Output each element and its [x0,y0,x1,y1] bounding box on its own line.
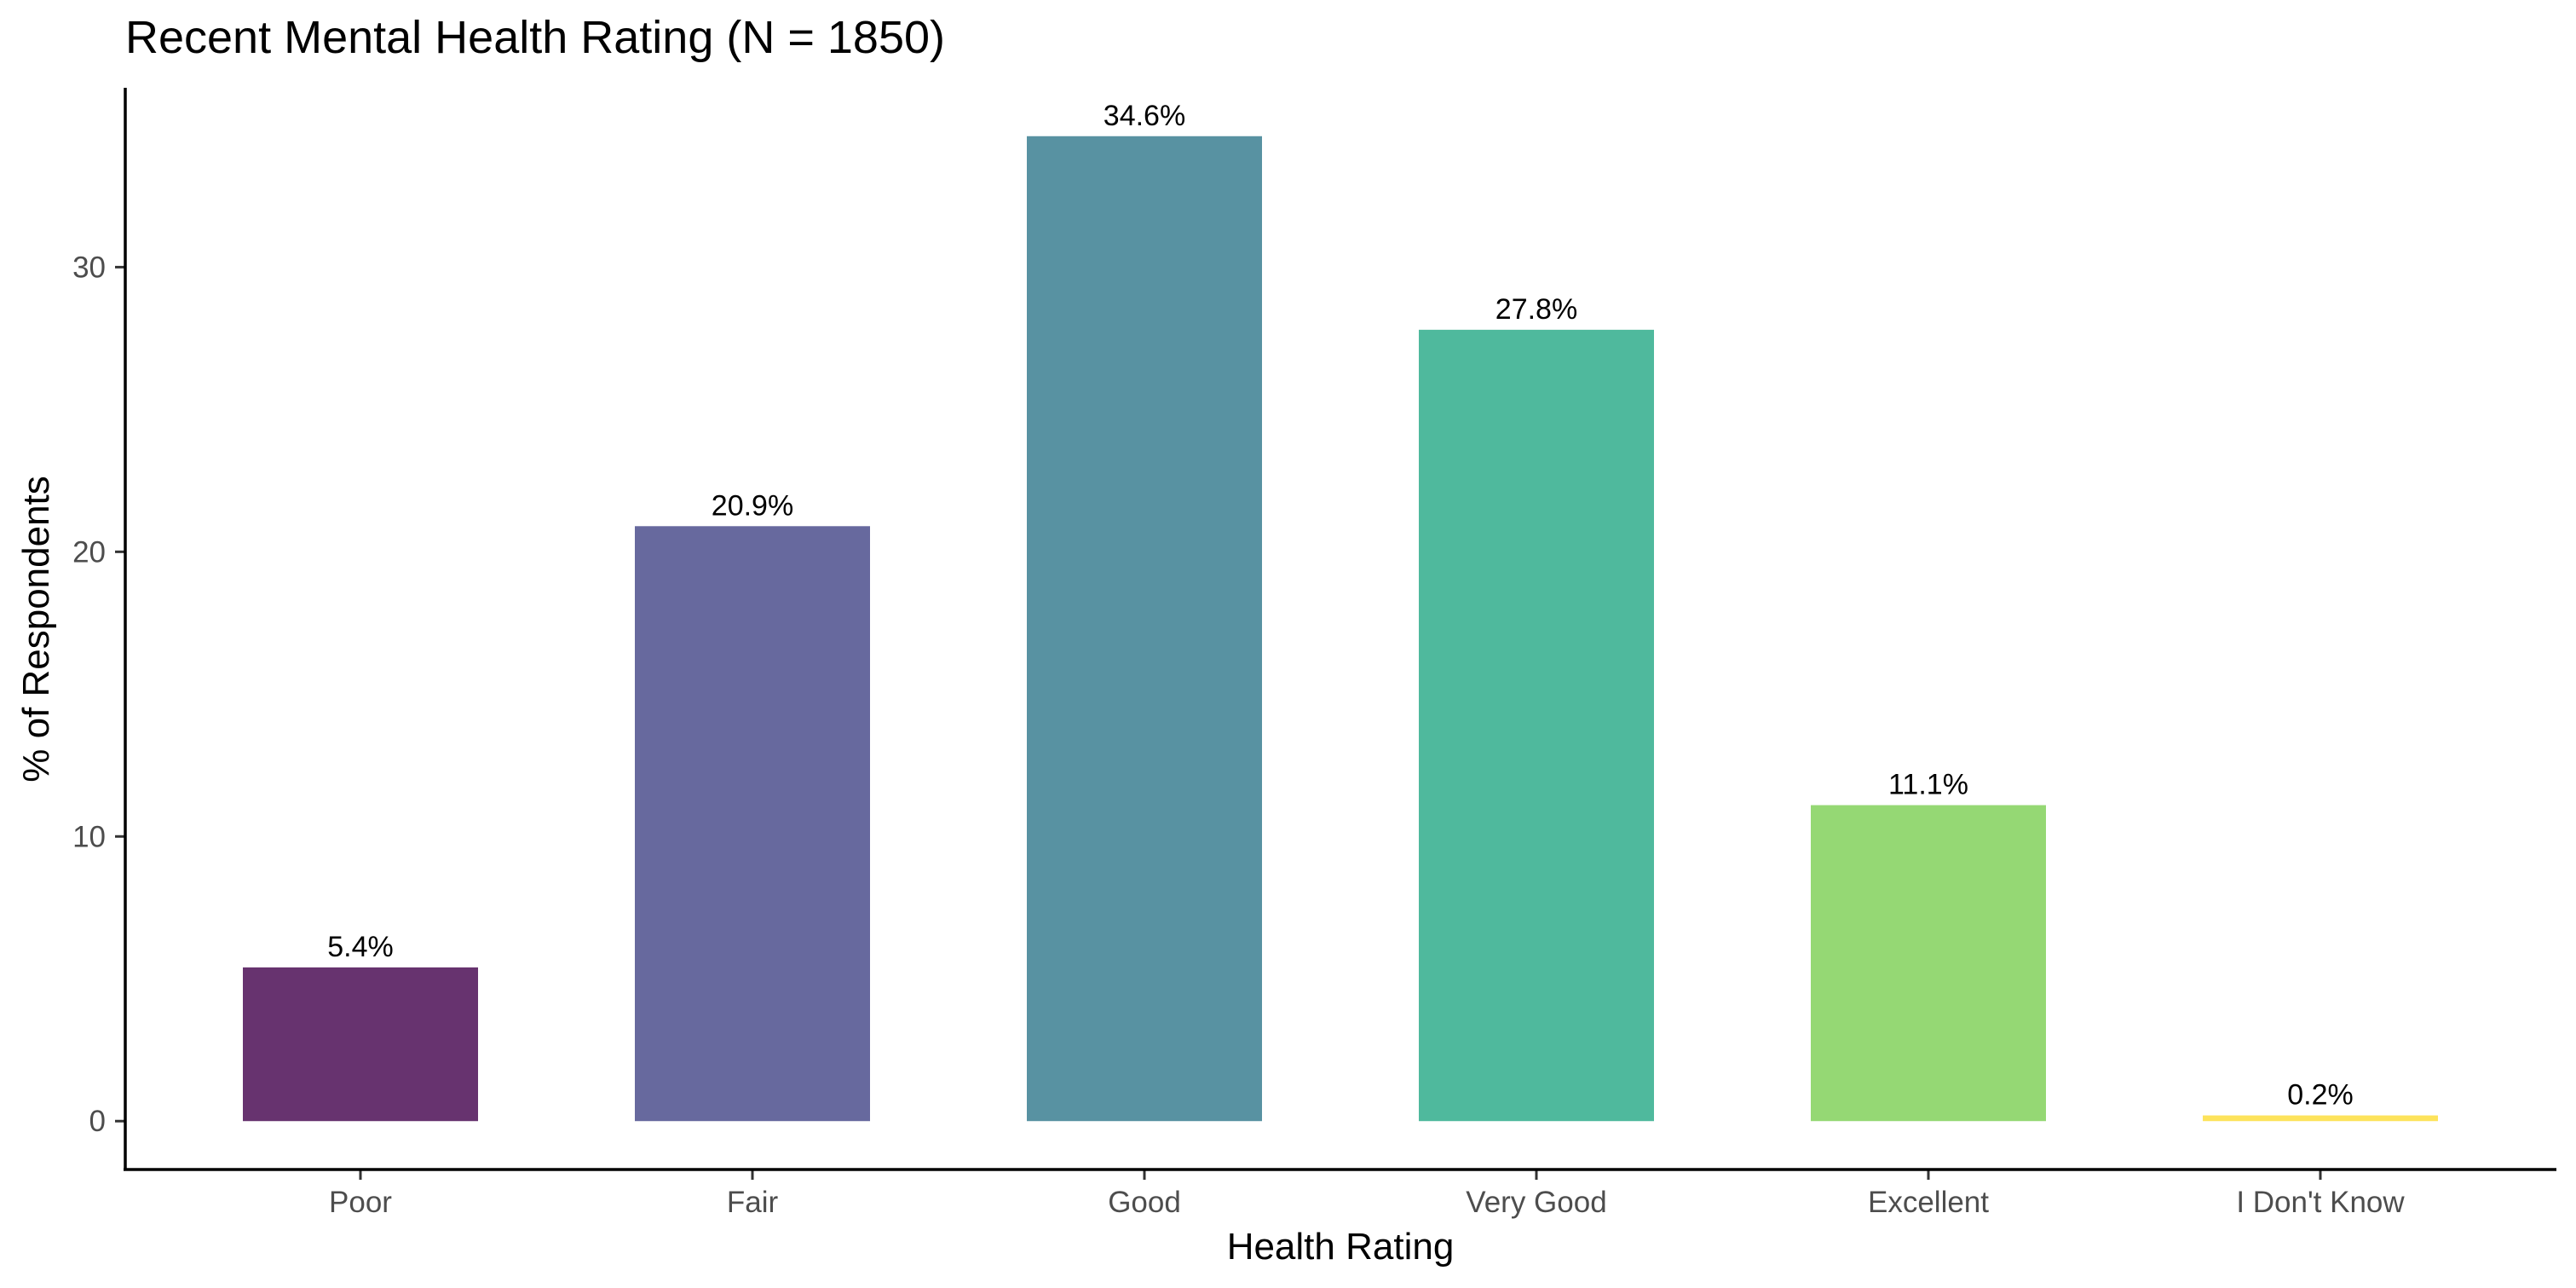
x-tick-label: Very Good [1466,1186,1606,1219]
bar-value-label: 27.8% [1495,293,1577,326]
bar-good [1027,136,1262,1122]
x-tick-label: I Don't Know [2236,1186,2405,1219]
bar-value-label: 5.4% [327,931,394,963]
bar-i-don-t-know [2203,1115,2438,1122]
y-axis-title: % of Respondents [15,476,57,783]
bar-value-label: 20.9% [712,489,793,522]
x-axis-title: Health Rating [1227,1226,1455,1268]
y-tick-label: 10 [72,820,106,853]
x-tick-label: Excellent [1868,1186,1989,1219]
bar-excellent [1811,805,2046,1122]
x-tick-label: Good [1108,1186,1181,1219]
y-axis-ticks: 0 10 20 30 [72,251,125,1138]
bar-poor [243,967,478,1122]
data-labels-group: 5.4% 20.9% 34.6% 27.8% 11.1% 0.2% [327,100,2354,1112]
bar-very-good [1419,329,1654,1122]
bar-fair [635,526,870,1122]
bar-value-label: 0.2% [2287,1079,2354,1112]
y-tick-label: 20 [72,535,106,569]
x-axis-ticks: Poor Fair Good Very Good Excellent I Don't Kn… [329,1170,2405,1219]
bar-value-label: 34.6% [1104,100,1185,132]
y-tick-label: 30 [72,251,106,284]
chart-title: Recent Mental Health Rating (N = 1850) [125,12,945,63]
bars-group [243,136,2438,1122]
x-tick-label: Poor [329,1186,392,1219]
bar-value-label: 11.1% [1888,769,1968,801]
x-tick-label: Fair [727,1186,779,1219]
y-tick-label: 0 [89,1105,106,1138]
